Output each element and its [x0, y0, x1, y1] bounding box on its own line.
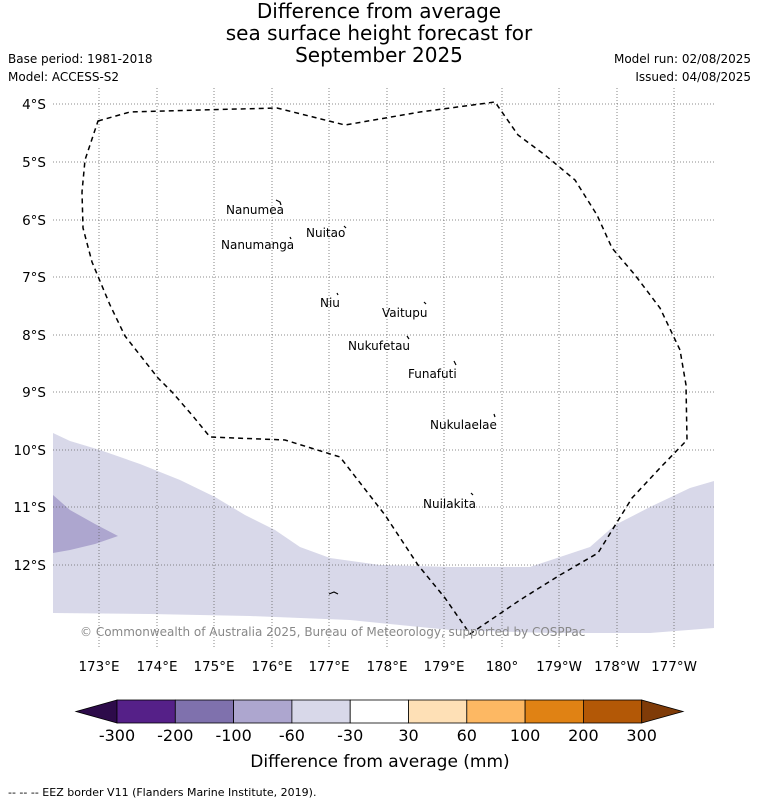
- island-label: Nukulaelae: [430, 418, 497, 432]
- colorbar-tick: -300: [99, 726, 135, 745]
- lat-label: 8°S: [22, 328, 46, 344]
- island-marker: [275, 199, 282, 206]
- island-shape: [328, 591, 339, 595]
- anomaly-region-medium: [53, 495, 118, 553]
- island-marker: [343, 225, 347, 229]
- colorbar-tick: -100: [215, 726, 251, 745]
- lat-label: 12°S: [14, 558, 47, 574]
- colorbar-bin: [174, 699, 235, 724]
- colorbar: -300 -200 -100 -60 -30 30 60 100 200 300: [74, 699, 685, 745]
- colorbar-tick: 300: [626, 726, 657, 745]
- grid-lon: [98, 88, 675, 647]
- lat-label: 11°S: [14, 500, 47, 516]
- colorbar-bin: [524, 699, 584, 724]
- lon-label: 175°E: [193, 659, 234, 675]
- island-label: Nanumanga: [221, 238, 294, 252]
- lon-label: 180°: [486, 659, 519, 675]
- lat-label: 5°S: [22, 155, 46, 171]
- colorbar-bin: [291, 699, 351, 724]
- island-marker: [493, 413, 496, 418]
- island-marker: [406, 335, 410, 340]
- island-label: Vaitupu: [382, 306, 428, 320]
- lon-label: 177°W: [651, 659, 697, 675]
- colorbar-tick: 30: [398, 726, 418, 745]
- colorbar-tick: 200: [568, 726, 599, 745]
- eez-legend-note: -- -- -- EEZ border V11 (Flanders Marine…: [8, 786, 317, 799]
- colorbar-bin: [349, 699, 409, 724]
- colorbar-extend-low: [74, 699, 118, 724]
- island-marker: [470, 492, 474, 496]
- lon-label: 179°E: [423, 659, 464, 675]
- anomaly-region-light: [53, 433, 714, 633]
- lon-label: 174°E: [136, 659, 177, 675]
- longitude-labels: 173°E 174°E 175°E 176°E 177°E 178°E 179°E 180° 1…: [78, 659, 696, 675]
- title-line-1: Difference from average: [256, 0, 502, 23]
- colorbar-bin: [408, 699, 468, 724]
- island-marker: [336, 292, 339, 296]
- island-marker: [423, 301, 427, 305]
- lon-label: 179°W: [536, 659, 582, 675]
- model-info: Base period: 1981-2018 Model: ACCESS-S2: [8, 50, 153, 86]
- colorbar-tick: -30: [337, 726, 363, 745]
- colorbar-tick: 100: [510, 726, 541, 745]
- colorbar-tick: 60: [457, 726, 477, 745]
- colorbar-label: Difference from average (mm): [250, 752, 509, 772]
- latitude-labels: 4°S 5°S 6°S 7°S 8°S 9°S 10°S 11°S 12°S: [14, 97, 47, 574]
- colorbar-tick: -200: [157, 726, 193, 745]
- lon-label: 178°W: [594, 659, 640, 675]
- lon-label: 176°E: [251, 659, 292, 675]
- lat-label: 7°S: [22, 270, 46, 286]
- title-line-3: September 2025: [295, 43, 463, 67]
- island-label: Nukufetau: [348, 339, 410, 353]
- island-marker: [453, 360, 457, 366]
- island-label: Nuitao: [306, 226, 345, 240]
- island-label: Nuilakita: [423, 497, 476, 511]
- colorbar-bin: [466, 699, 526, 724]
- issued-date: Issued: 04/08/2025: [635, 70, 751, 84]
- island-marker: [289, 236, 292, 240]
- lon-label: 177°E: [308, 659, 349, 675]
- lat-label: 10°S: [14, 443, 47, 459]
- base-period: Base period: 1981-2018: [8, 52, 153, 66]
- lat-label: 6°S: [22, 213, 46, 229]
- lon-label: 178°E: [366, 659, 407, 675]
- model-run: Model run: 02/08/2025: [613, 52, 751, 66]
- colorbar-bin: [583, 699, 643, 724]
- map-area: [53, 433, 714, 633]
- eez-border: [81, 101, 688, 636]
- colorbar-bin: [233, 699, 293, 724]
- colorbar-tick: -60: [279, 726, 305, 745]
- run-info: Model run: 02/08/2025 Issued: 04/08/2025: [614, 50, 751, 86]
- model-name: Model: ACCESS-S2: [8, 70, 120, 84]
- title-line-2: sea surface height forecast for: [225, 21, 533, 45]
- island-label: Nanumea: [226, 203, 284, 217]
- island-label: Niu: [320, 296, 340, 310]
- copyright-notice: © Commonwealth of Australia 2025, Bureau…: [80, 625, 585, 639]
- island-label: Funafuti: [408, 367, 457, 381]
- island-markers: Nanumea Nuitao Nanumanga Niu Vaitupu Nukufeta…: [221, 199, 497, 511]
- colorbar-extend-high: [641, 699, 685, 724]
- lat-label: 9°S: [22, 385, 46, 401]
- lat-label: 4°S: [22, 97, 46, 113]
- grid-lat: [53, 103, 714, 566]
- lon-label: 173°E: [78, 659, 119, 675]
- colorbar-bin: [116, 699, 176, 724]
- map-title: Difference from average sea surface heig…: [0, 0, 758, 66]
